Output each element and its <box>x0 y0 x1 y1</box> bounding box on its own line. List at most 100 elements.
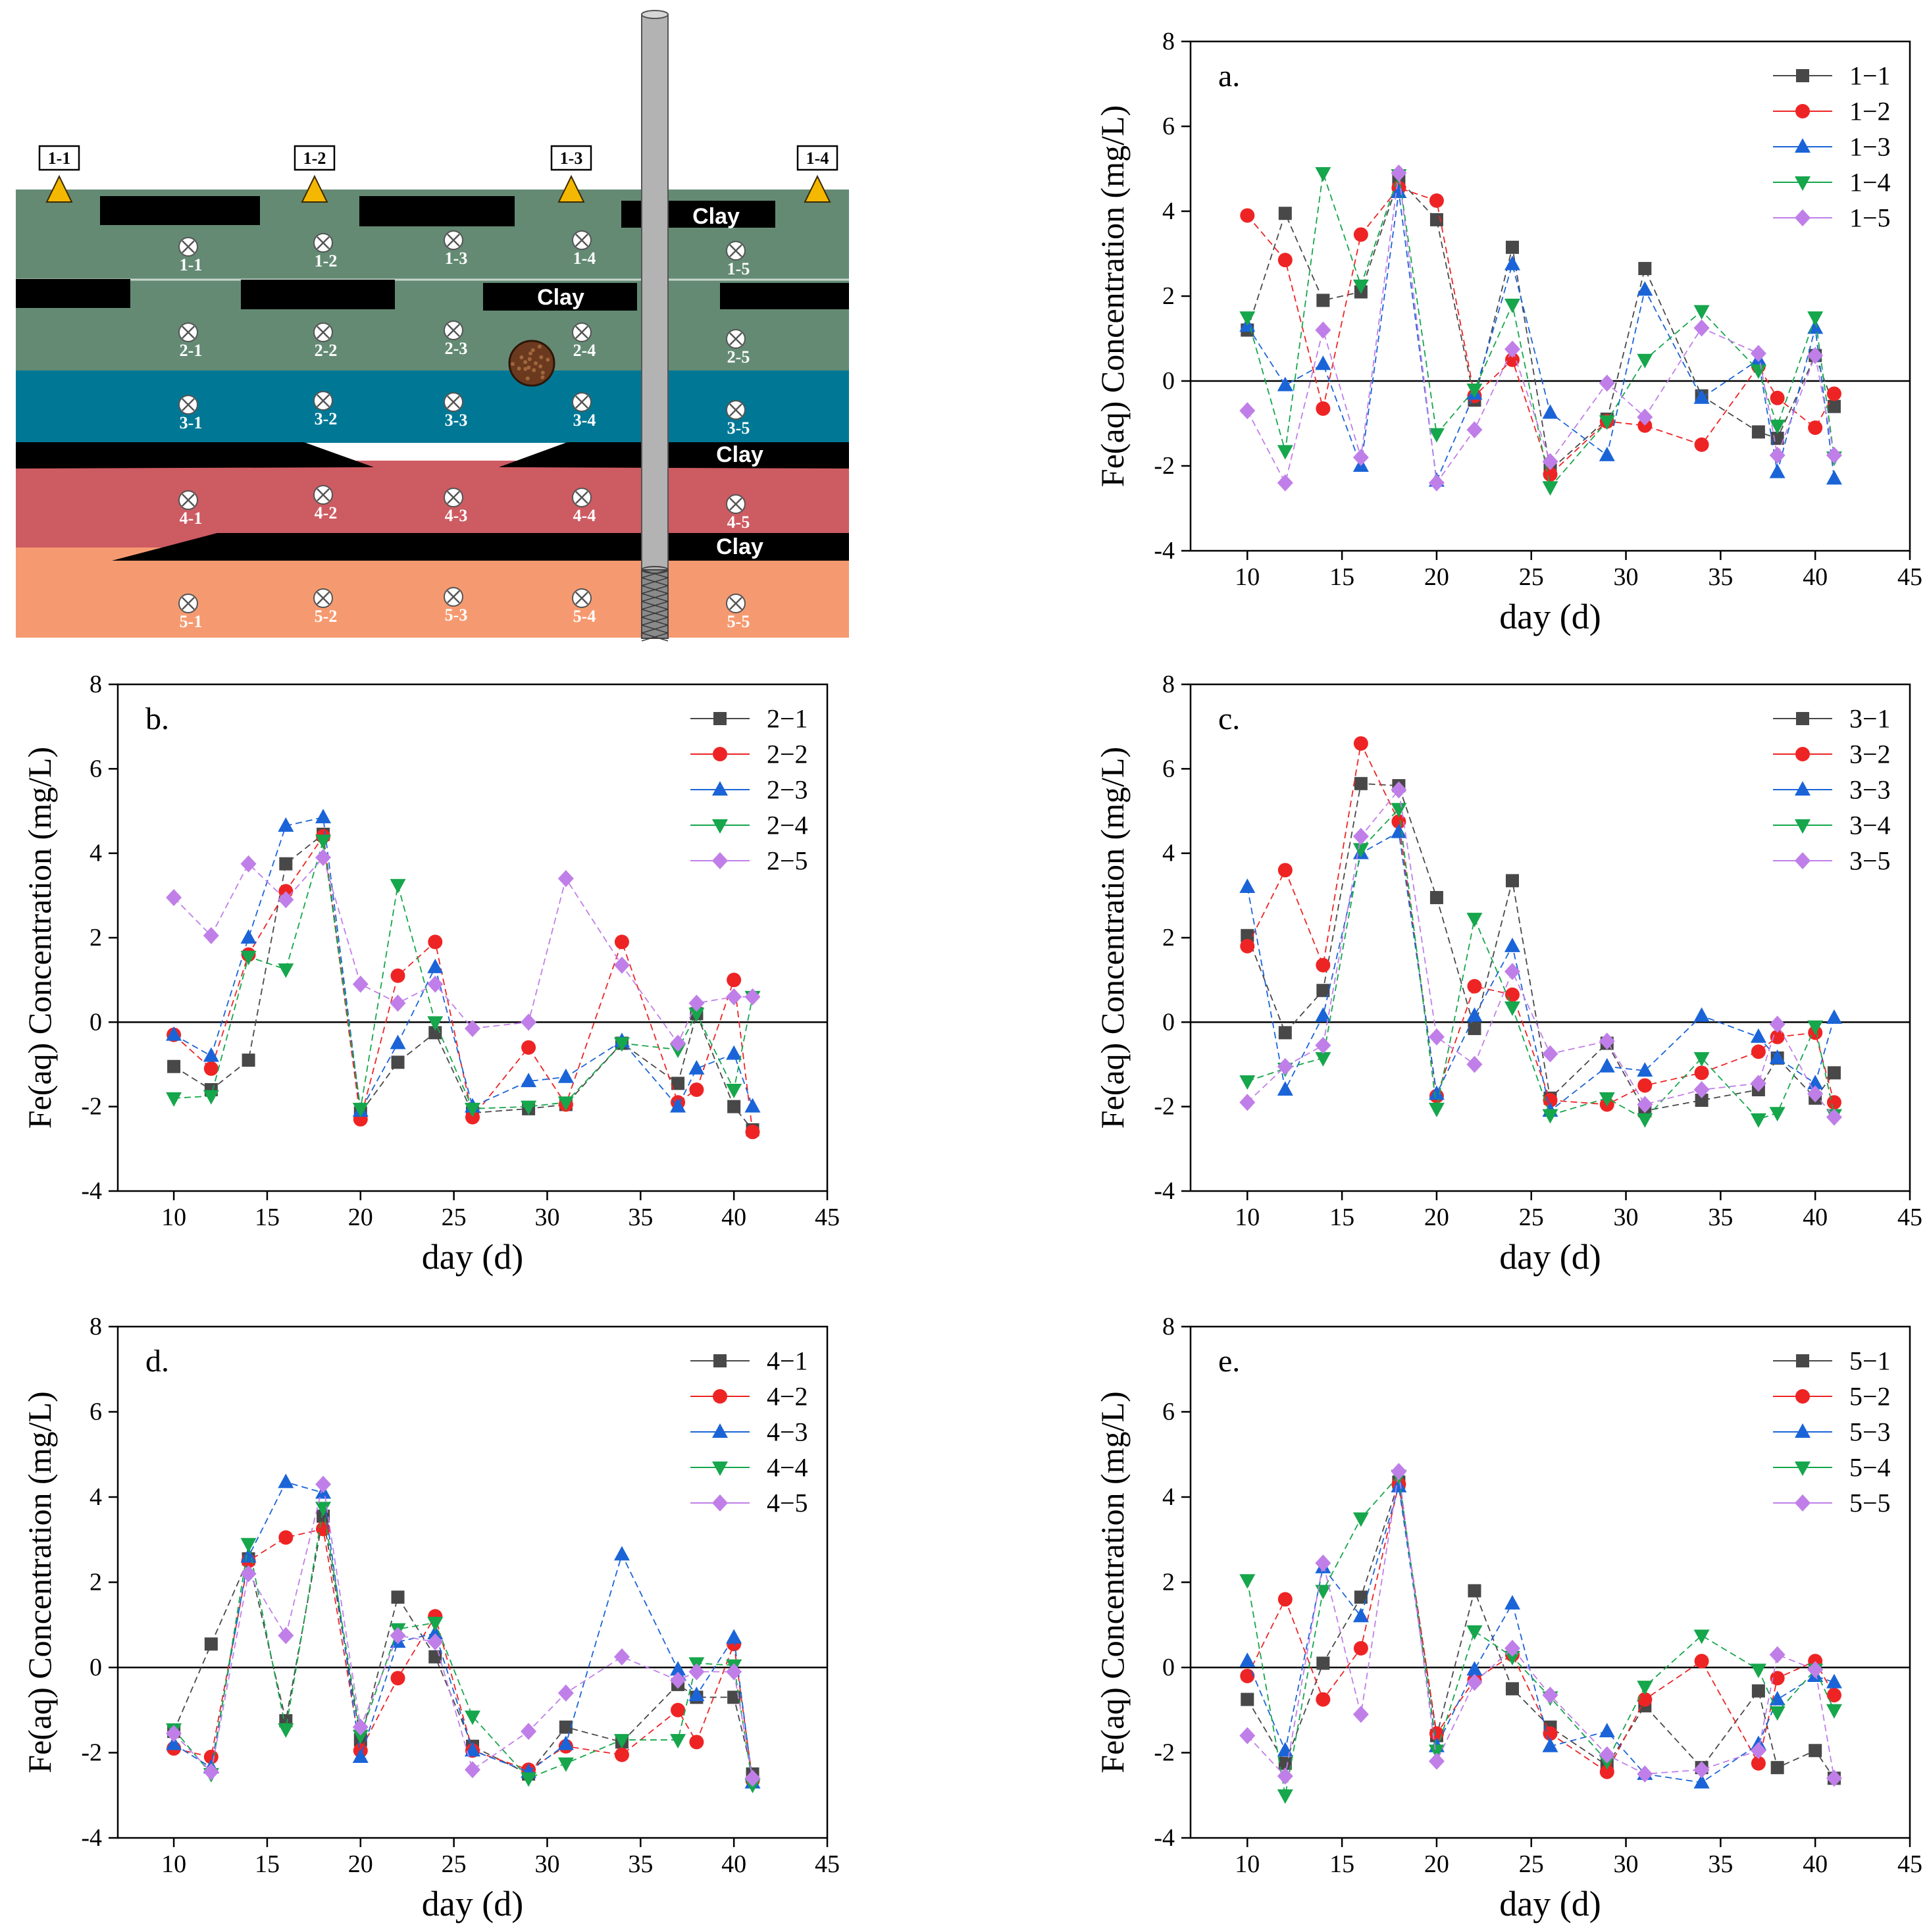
x-tick-label: 45 <box>1897 563 1922 591</box>
y-tick-label: -4 <box>1154 537 1175 565</box>
data-point <box>1826 1769 1842 1787</box>
sampling-point-2-3: 2-3 <box>444 320 467 358</box>
legend: 1−1 1−2 1−3 1−4 1−5 <box>1773 61 1891 233</box>
data-point <box>1391 183 1407 198</box>
data-point <box>671 1077 685 1090</box>
data-point <box>1695 1094 1709 1107</box>
legend-item: 4−1 <box>690 1346 808 1376</box>
x-tick-label: 40 <box>1803 1204 1828 1231</box>
y-tick-label: 6 <box>1162 113 1175 140</box>
data-point <box>278 1627 294 1644</box>
series-line <box>1246 782 1835 1112</box>
sampling-point-label: 3-5 <box>727 419 750 438</box>
data-point <box>688 994 705 1012</box>
iron-nodule-speck <box>546 357 550 362</box>
sampling-point-label: 2-2 <box>315 341 338 360</box>
data-point <box>1769 1706 1786 1721</box>
x-tick-label: 35 <box>1708 1850 1733 1878</box>
data-point <box>1240 208 1255 223</box>
data-point <box>1240 1668 1255 1683</box>
data-point <box>1795 781 1811 796</box>
series-4−4 <box>166 1502 761 1794</box>
data-point <box>203 927 219 944</box>
y-tick-label: 2 <box>1162 1569 1175 1596</box>
legend-item: 2−1 <box>690 704 808 734</box>
data-point <box>1599 1032 1615 1050</box>
data-point <box>726 1045 742 1060</box>
well-casing <box>641 14 669 639</box>
data-point <box>1504 1639 1520 1657</box>
y-axis-label: Fe(aq) Concentration (mg/L) <box>1094 1391 1131 1773</box>
data-point <box>1769 463 1786 478</box>
data-point <box>1277 1767 1293 1785</box>
iron-nodule-speck <box>511 362 515 367</box>
y-tick-label: -4 <box>81 1177 102 1205</box>
data-point <box>315 1475 332 1493</box>
sampling-point-label: 5-4 <box>573 607 596 626</box>
sampling-point-cross <box>575 395 588 409</box>
legend-label: 1−1 <box>1849 61 1891 91</box>
sampling-point-cross <box>729 497 742 511</box>
x-tick-label: 40 <box>1803 563 1828 591</box>
data-point <box>1637 1765 1653 1783</box>
sampling-point-cross <box>729 332 742 345</box>
x-tick-label: 15 <box>255 1204 280 1231</box>
data-point <box>1826 470 1842 485</box>
sampling-point-label: 4-2 <box>315 503 338 522</box>
data-point <box>1807 1020 1824 1035</box>
data-point <box>1637 1078 1653 1093</box>
series-5−5 <box>1239 1463 1842 1787</box>
data-point <box>1504 340 1520 358</box>
data-point <box>1353 227 1368 242</box>
data-point <box>1637 408 1653 426</box>
sampling-point-cross <box>729 597 742 610</box>
x-axis-label: day (d) <box>1499 1884 1601 1923</box>
monitoring-label: 1-3 <box>560 149 583 168</box>
sampling-point-label: 2-1 <box>180 341 203 360</box>
chart-panel-e: 10 15 20 25 30 35 40 45 -4 -2 0 2 4 6 8 day (d) Fe(aq) C… <box>1094 1313 1922 1923</box>
data-point <box>1315 1052 1331 1067</box>
y-tick-label: 4 <box>1162 840 1175 867</box>
data-point <box>1239 402 1256 420</box>
data-point <box>521 1723 537 1741</box>
data-point <box>203 1090 219 1105</box>
data-point <box>1504 1001 1520 1016</box>
data-point <box>1277 1081 1293 1096</box>
sampling-point-cross <box>575 592 588 605</box>
data-point <box>166 1735 182 1750</box>
monitoring-label-box <box>38 145 80 171</box>
data-point <box>726 1084 742 1098</box>
data-point <box>1239 311 1256 326</box>
data-point <box>390 968 405 983</box>
data-point <box>1542 481 1558 496</box>
iron-nodule-speck <box>517 367 521 371</box>
y-tick-label: 2 <box>1162 924 1175 952</box>
data-point <box>240 1548 257 1563</box>
data-point <box>1750 1075 1766 1092</box>
x-axis-label: day (d) <box>422 1884 523 1923</box>
y-tick-label: 8 <box>1162 1313 1175 1340</box>
y-axis-label: Fe(aq) Concentration (mg/L) <box>1094 105 1131 487</box>
data-point <box>1826 1704 1842 1719</box>
data-point <box>465 1710 480 1725</box>
data-point <box>1466 1055 1483 1073</box>
y-tick-label: 6 <box>1162 1398 1175 1426</box>
clay-lens <box>720 283 849 309</box>
y-tick-label: 8 <box>90 671 102 698</box>
x-axis-label: day (d) <box>1499 1237 1601 1277</box>
x-tick-label: 20 <box>1424 1204 1449 1231</box>
data-point <box>557 1096 574 1111</box>
data-point <box>1316 984 1330 998</box>
data-point <box>391 1590 405 1604</box>
y-tick-label: 6 <box>90 1398 102 1426</box>
data-point <box>688 1687 705 1702</box>
legend-label: 2−3 <box>767 775 808 805</box>
legend-label: 5−3 <box>1849 1417 1891 1447</box>
well-screen-hatch <box>641 601 669 610</box>
legend: 3−1 3−2 3−3 3−4 3−5 <box>1773 704 1891 876</box>
well-cap <box>641 10 669 19</box>
data-point <box>1795 1462 1811 1476</box>
panel-label: b. <box>145 701 169 736</box>
data-point <box>613 1648 630 1665</box>
legend: 4−1 4−2 4−3 4−4 4−5 <box>690 1346 808 1518</box>
